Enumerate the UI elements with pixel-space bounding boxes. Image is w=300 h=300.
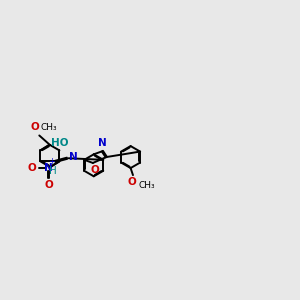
Text: O: O: [44, 180, 53, 190]
Text: CH₃: CH₃: [139, 181, 155, 190]
Text: N: N: [98, 138, 107, 148]
Text: O: O: [28, 164, 37, 173]
Text: HO: HO: [51, 138, 69, 148]
Text: O: O: [128, 178, 136, 188]
Text: H: H: [49, 166, 57, 176]
Text: N: N: [69, 152, 77, 163]
Text: O: O: [90, 165, 99, 175]
Text: +: +: [48, 158, 55, 166]
Text: N: N: [44, 164, 53, 173]
Text: CH₃: CH₃: [41, 122, 58, 131]
Text: O: O: [31, 122, 40, 131]
